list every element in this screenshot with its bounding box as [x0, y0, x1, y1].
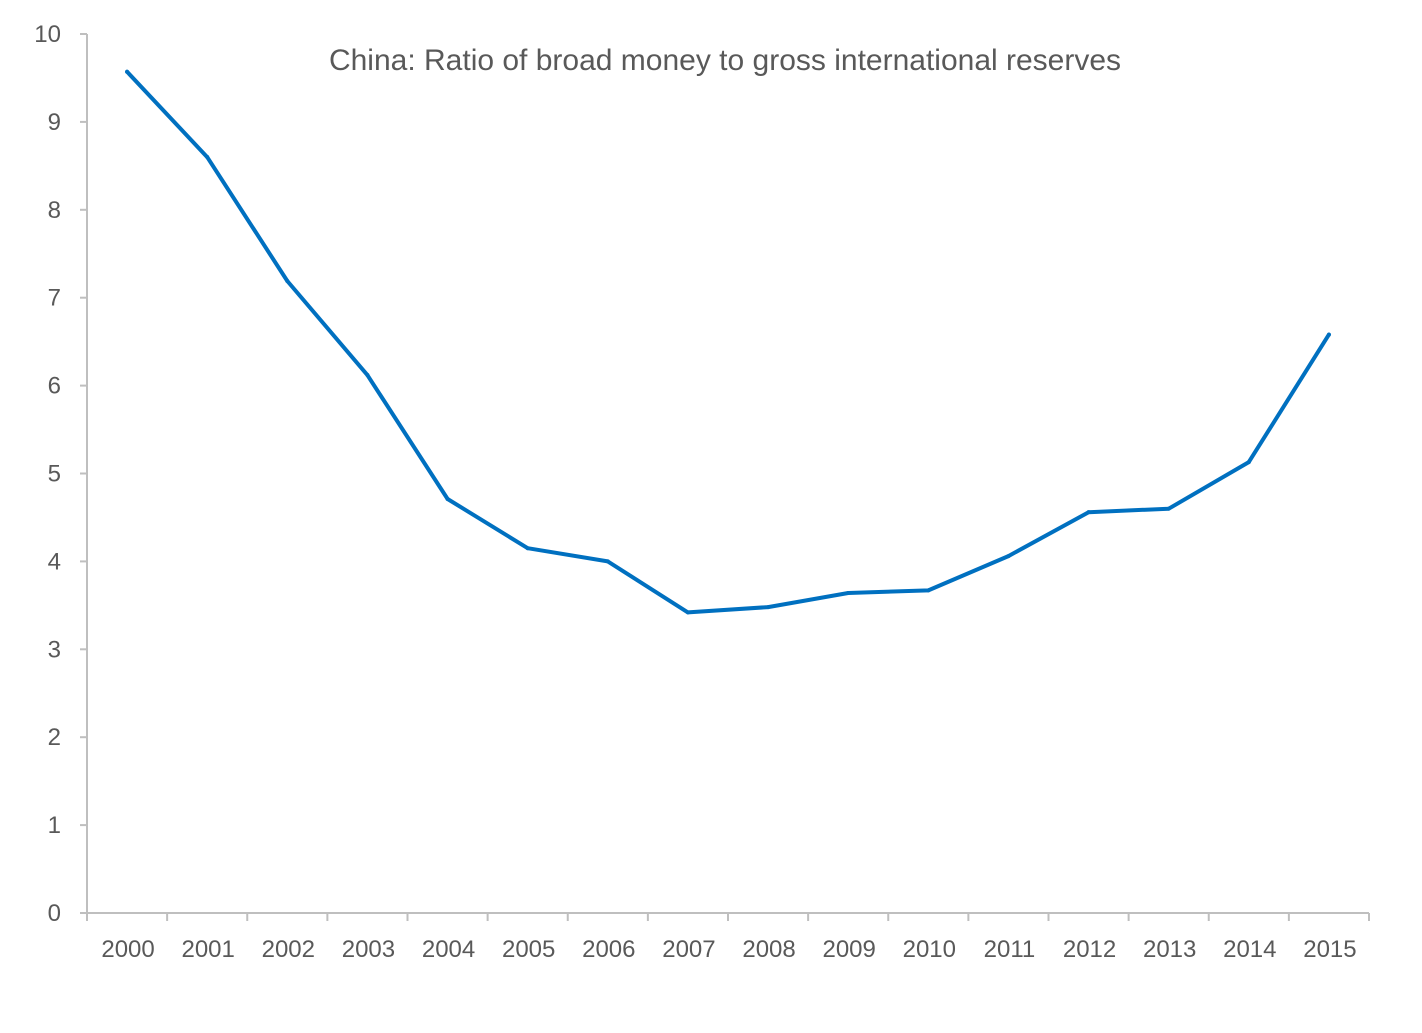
y-axis-ticks: 0 1 2 3 4 5 6 7 8 9 10	[34, 21, 87, 927]
x-tick-label: 2009	[822, 936, 875, 963]
data-point-2015	[1326, 332, 1331, 337]
data-point-2006	[605, 559, 610, 564]
x-tick-label: 2004	[422, 936, 475, 963]
data-point-2003	[365, 373, 370, 378]
data-point-2009	[846, 591, 851, 596]
data-point-2008	[766, 605, 771, 610]
x-tick-label: 2013	[1143, 936, 1196, 963]
axes	[86, 34, 1369, 914]
x-tick-label: 2008	[742, 936, 795, 963]
x-tick-label: 2015	[1303, 936, 1356, 963]
y-tick-label: 9	[48, 109, 61, 136]
x-tick-label: 2003	[342, 936, 395, 963]
data-point-2002	[285, 278, 290, 283]
data-point-2011	[1006, 554, 1011, 559]
x-tick-label: 2014	[1223, 936, 1276, 963]
data-point-2014	[1246, 460, 1251, 465]
y-tick-label: 2	[48, 724, 61, 751]
x-tick-label: 2001	[181, 936, 234, 963]
series-line	[125, 69, 1331, 615]
data-point-2007	[685, 610, 690, 615]
chart-title: China: Ratio of broad money to gross int…	[329, 44, 1121, 77]
data-point-2001	[205, 155, 210, 160]
x-tick-label: 2002	[262, 936, 315, 963]
data-point-2005	[525, 546, 530, 551]
y-tick-label: 6	[48, 373, 61, 400]
y-tick-label: 5	[48, 461, 61, 488]
y-tick-label: 7	[48, 285, 61, 312]
series-group	[125, 69, 1331, 615]
x-tick-label: 2012	[1063, 936, 1116, 963]
data-point-2013	[1166, 506, 1171, 511]
x-tick-label: 2010	[903, 936, 956, 963]
data-point-2000	[125, 69, 130, 74]
y-tick-label: 1	[48, 812, 61, 839]
x-tick-label: 2006	[582, 936, 635, 963]
y-tick-label: 8	[48, 197, 61, 224]
x-tick-label: 2007	[662, 936, 715, 963]
y-tick-label: 3	[48, 636, 61, 663]
data-point-2010	[926, 588, 931, 593]
x-tick-label: 2000	[101, 936, 154, 963]
data-point-2004	[445, 496, 450, 501]
data-point-2012	[1086, 510, 1091, 515]
x-tick-label: 2005	[502, 936, 555, 963]
y-tick-label: 0	[48, 900, 61, 927]
y-tick-label: 4	[48, 548, 61, 575]
x-axis-ticks: 2000 2001 2002 2003 2004 2005 2006 2007 2008 2009…	[86, 913, 1370, 963]
y-tick-label: 10	[34, 21, 61, 48]
x-tick-label: 2011	[984, 936, 1036, 963]
